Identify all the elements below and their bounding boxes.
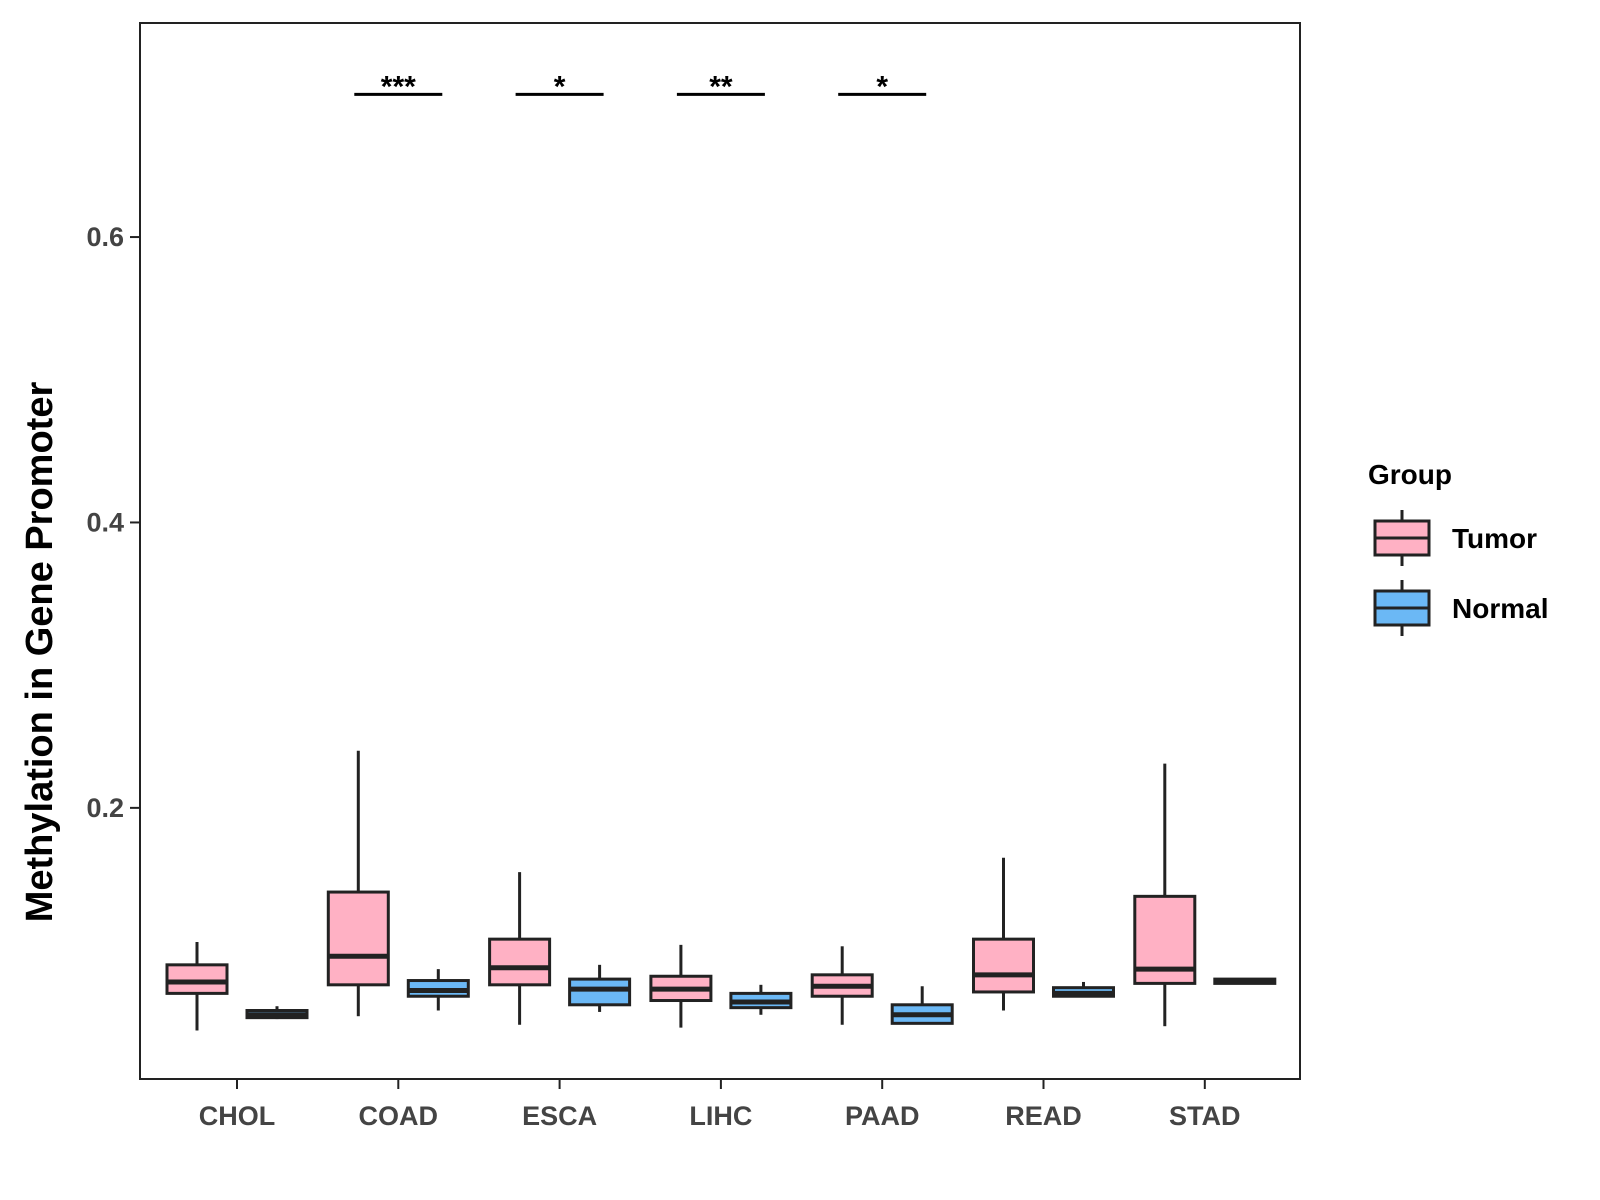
legend-label-normal: Normal — [1452, 593, 1548, 624]
x-tick-label-paad: PAAD — [845, 1101, 920, 1131]
box-tumor-paad — [810, 946, 874, 1025]
significance-label: *** — [381, 70, 416, 103]
box-body — [568, 977, 632, 1007]
box-body — [165, 963, 229, 995]
y-axis: 0.2 0.4 0.6 — [86, 222, 140, 823]
y-tick-label: 0.4 — [86, 507, 124, 537]
box-normal-read — [1052, 981, 1115, 998]
box-body — [972, 937, 1035, 994]
boxplot-marks — [165, 750, 1277, 1031]
legend-label-tumor: Tumor — [1452, 523, 1537, 554]
box-tumor-coad — [326, 750, 390, 1017]
box-tumor-lihc — [649, 944, 713, 1028]
x-tick-label-chol: CHOL — [199, 1101, 276, 1131]
box-body — [326, 890, 390, 987]
box-normal-paad — [890, 986, 954, 1025]
x-tick-label-stad: STAD — [1169, 1101, 1241, 1131]
x-tick-label-lihc: LIHC — [689, 1101, 752, 1131]
y-tick-label: 0.2 — [86, 793, 124, 823]
legend-title: Group — [1368, 459, 1452, 490]
significance-label: ** — [709, 70, 733, 103]
box-body — [488, 937, 552, 987]
box-tumor-stad — [1133, 763, 1197, 1027]
legend-item-tumor: Tumor — [1373, 510, 1537, 566]
x-tick-label-esca: ESCA — [522, 1101, 597, 1131]
box-normal-esca — [568, 964, 632, 1012]
box-normal-stad — [1213, 977, 1277, 985]
legend: Group Tumor Normal — [1368, 459, 1548, 636]
box-tumor-esca — [488, 872, 552, 1025]
significance-label: * — [876, 70, 888, 103]
x-tick-label-coad: COAD — [359, 1101, 439, 1131]
box-normal-chol — [245, 1006, 309, 1020]
significance-annotations: *** * ** * — [354, 70, 927, 103]
y-axis-title: Methylation in Gene Promoter — [19, 382, 61, 923]
y-tick-label: 0.6 — [86, 222, 124, 252]
significance-label: * — [554, 70, 566, 103]
box-normal-lihc — [729, 984, 793, 1015]
x-tick-label-read: READ — [1005, 1101, 1082, 1131]
legend-item-normal: Normal — [1373, 580, 1548, 636]
box-normal-coad — [406, 969, 470, 1011]
box-tumor-read — [972, 857, 1035, 1011]
box-tumor-chol — [165, 942, 229, 1031]
x-axis: CHOL COAD ESCA LIHC PAAD READ STAD — [199, 1079, 1241, 1131]
